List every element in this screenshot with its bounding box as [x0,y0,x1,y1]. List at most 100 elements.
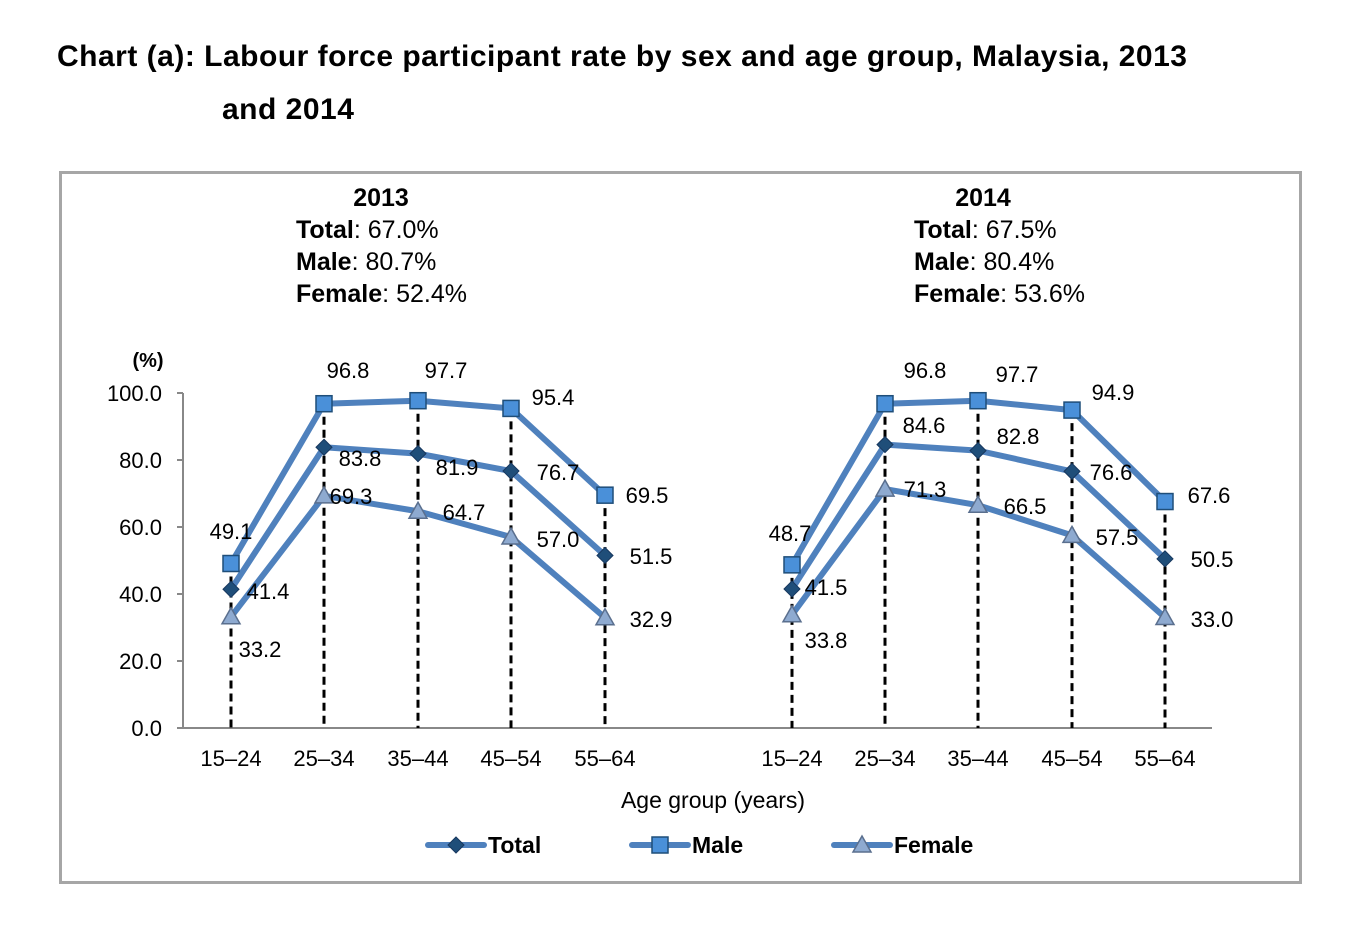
summary-label: Total [296,216,354,244]
data-label: 97.7 [996,362,1039,387]
data-point-female [781,604,803,623]
x-tick-label: 15–24 [761,746,822,771]
data-point-female [594,607,616,626]
x-tick-label: 35–44 [947,746,1008,771]
legend-label: Female [894,832,973,858]
data-point-total [1063,462,1081,481]
data-point-total [1156,550,1174,568]
data-label: 67.6 [1188,483,1231,508]
data-label: 64.7 [443,500,486,525]
data-label: 41.4 [247,579,290,604]
data-label: 33.2 [239,637,282,662]
x-tick-label: 45–54 [1041,746,1102,771]
data-point-male [222,554,240,573]
data-point-male [409,391,427,410]
x-tick-label: 15–24 [200,746,261,771]
data-point-male [596,486,614,504]
data-label: 81.9 [436,455,479,480]
data-label: 96.8 [327,358,370,383]
data-label: 69.3 [330,484,373,509]
data-label: 76.7 [537,460,580,485]
title-line-2: and 2014 [222,93,355,126]
data-point-total [783,580,801,598]
data-point-male [969,391,987,410]
data-point-total [596,546,614,565]
data-point-female [500,526,522,545]
data-point-female [220,606,242,625]
y-tick-label: 80.0 [119,448,162,473]
legend-marker-total [447,836,465,854]
x-tick-label: 45–54 [480,746,541,771]
data-point-female [1154,606,1176,626]
data-label: 66.5 [1004,494,1047,519]
data-label: 51.5 [630,544,673,569]
summary-value: : 80.7% [351,248,437,276]
data-point-female [967,494,989,513]
data-label: 49.1 [210,519,253,544]
summary-value: : 67.0% [353,216,439,244]
data-label: 41.5 [805,575,848,600]
y-tick-label: 0.0 [131,716,162,741]
data-point-total [502,462,520,480]
data-point-male [315,394,333,413]
x-tick-label: 25–34 [854,746,915,771]
data-point-male [876,394,894,413]
summary-value: : 53.6% [1000,280,1085,308]
summary-value: : 67.5% [971,216,1057,244]
data-label: 48.7 [769,521,812,546]
data-label: 83.8 [339,446,382,471]
data-point-total [315,438,333,456]
data-point-female [313,485,335,504]
legend-marker-female [851,834,873,853]
panel-year: 2013 [353,184,409,212]
y-axis-label: (%) [132,350,163,372]
data-label: 71.3 [904,477,947,502]
x-tick-label: 35–44 [387,746,448,771]
data-label: 82.8 [997,424,1040,449]
summary-value: : 52.4% [382,280,467,308]
data-label: 57.5 [1096,525,1139,550]
x-tick-label: 25–34 [293,746,354,771]
summary-2014: 2014 Total: 67.5% Male: 80.4% Female: 53… [914,182,1085,310]
summary-label: Total [914,216,972,244]
data-label: 57.0 [537,527,580,552]
data-label: 50.5 [1191,547,1234,572]
data-point-female [1061,524,1083,544]
title-line-1: Chart (a): Labour force participant rate… [57,40,1188,73]
data-point-female [407,500,429,520]
legend-label: Total [488,832,541,858]
legend-marker-male [651,836,669,854]
data-label: 95.4 [532,385,575,410]
data-point-female [874,478,896,497]
data-label: 94.9 [1092,380,1135,405]
data-label: 97.7 [425,358,468,383]
data-label: 32.9 [630,607,673,632]
chart-title: Chart (a): Labour force participant rate… [57,28,1302,138]
data-point-male [783,556,801,574]
data-point-total [409,444,427,463]
data-label: 96.8 [904,358,947,383]
data-point-total [876,435,894,454]
data-label: 33.8 [805,628,848,653]
data-point-male [1063,401,1081,419]
y-tick-label: 20.0 [119,649,162,674]
data-point-male [502,399,520,418]
data-label: 84.6 [903,413,946,438]
x-tick-label: 55–64 [574,746,635,771]
data-label: 76.6 [1090,460,1133,485]
data-point-total [222,580,240,599]
summary-label: Male [296,248,352,276]
data-point-male [1156,492,1174,511]
data-point-total [969,441,987,460]
y-tick-label: 40.0 [119,582,162,607]
data-label: 33.0 [1191,607,1234,632]
chart-frame [59,171,1302,884]
x-axis-label: Age group (years) [621,787,805,813]
summary-value: : 80.4% [969,248,1055,276]
panel-year: 2014 [955,184,1011,212]
y-tick-label: 100.0 [107,381,162,406]
y-tick-label: 60.0 [119,515,162,540]
summary-label: Female [296,280,383,308]
data-label: 69.5 [626,483,669,508]
